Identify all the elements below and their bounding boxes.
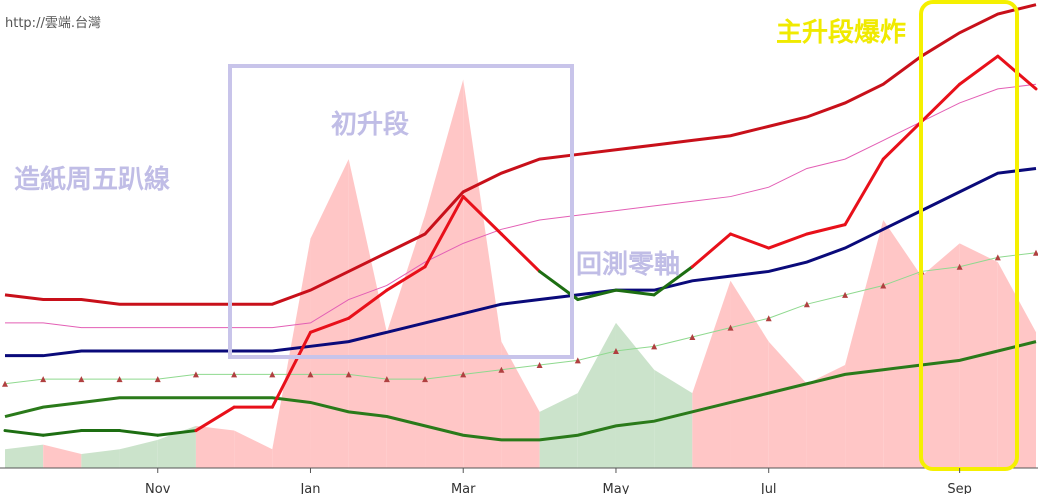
marker	[842, 291, 849, 298]
line-segment	[308, 316, 351, 334]
line	[5, 83, 1037, 329]
marker	[803, 301, 810, 308]
line-segment	[652, 265, 694, 297]
area-segment	[43, 444, 82, 468]
line-segment	[118, 429, 160, 437]
x-tick-label: May	[603, 482, 630, 494]
area-segment	[921, 243, 960, 468]
area-segment	[883, 219, 922, 468]
line	[4, 340, 1037, 442]
line-segment	[690, 232, 733, 269]
line-segment	[843, 157, 885, 227]
marker	[2, 380, 8, 387]
line-segment	[41, 429, 83, 437]
marker	[612, 348, 619, 354]
line-segment	[576, 288, 618, 302]
area-segment	[768, 341, 807, 468]
area-segment	[654, 369, 693, 468]
area-segment	[81, 449, 120, 468]
x-tick-label: Jul	[760, 482, 777, 494]
area-segment	[730, 280, 769, 468]
marker	[765, 315, 772, 322]
watermark: http://雲端.台灣	[5, 16, 101, 31]
area-segment	[692, 280, 731, 468]
line-segment	[767, 232, 809, 250]
x-tick-label: Nov	[145, 482, 171, 494]
marker	[192, 371, 199, 378]
marker	[40, 376, 47, 383]
marker	[689, 333, 696, 340]
annotation: 回測零軸	[576, 249, 680, 280]
line-segment	[270, 330, 312, 409]
area-segment	[348, 159, 387, 468]
line-segment	[729, 232, 771, 250]
area-segment	[119, 439, 158, 468]
line-segment	[156, 429, 198, 437]
area-segment	[501, 341, 540, 468]
area-segment	[157, 425, 196, 468]
marker	[345, 371, 352, 378]
area-segment	[615, 322, 655, 468]
line-segment	[499, 232, 542, 273]
line-segment	[614, 288, 656, 297]
area-segment	[539, 393, 578, 468]
box-main	[919, 0, 1019, 471]
marker	[116, 376, 123, 383]
area-segment	[463, 79, 502, 468]
marker	[78, 376, 85, 383]
line-segment	[3, 429, 45, 437]
marker	[269, 371, 276, 378]
x-tick-label: Jan	[299, 482, 320, 494]
area-segment	[195, 425, 235, 468]
line-segment	[347, 288, 389, 320]
area-segment	[806, 365, 846, 468]
line	[4, 252, 1037, 385]
area-segment	[425, 79, 464, 468]
marker	[307, 371, 314, 378]
line-segment	[194, 405, 236, 433]
marker	[231, 371, 238, 378]
marker	[383, 376, 390, 383]
line-segment	[385, 265, 427, 292]
area-segment	[234, 430, 273, 468]
marker	[154, 376, 161, 383]
area-segment	[310, 159, 349, 468]
marker	[498, 366, 505, 373]
area-segment	[386, 215, 426, 468]
line-segment	[881, 120, 923, 161]
box-initial	[228, 64, 574, 359]
line	[5, 166, 1037, 358]
plot	[2, 3, 1038, 468]
line-segment	[958, 54, 1000, 86]
annotation: 初升段	[331, 109, 409, 140]
annotation: 造紙周五趴線	[14, 164, 170, 195]
marker	[880, 282, 887, 289]
line-segment	[805, 223, 847, 236]
area-segment	[272, 238, 311, 468]
marker	[536, 362, 543, 369]
marker	[1033, 249, 1038, 256]
marker	[651, 343, 658, 350]
line-segment	[919, 82, 962, 124]
marker	[727, 324, 734, 331]
area-segment	[577, 322, 616, 468]
line-segment	[423, 195, 465, 269]
area-segment	[845, 219, 884, 468]
marker	[422, 376, 429, 383]
marker	[956, 263, 963, 270]
annotation: 主升段爆炸	[776, 17, 906, 48]
area-segment	[5, 444, 44, 468]
line	[4, 3, 1037, 306]
x-tick-label: Sep	[947, 482, 972, 494]
marker	[994, 254, 1001, 261]
marker	[574, 357, 581, 364]
line-segment	[461, 195, 503, 236]
x-tick-label: Mar	[451, 482, 476, 494]
marker	[460, 371, 467, 378]
